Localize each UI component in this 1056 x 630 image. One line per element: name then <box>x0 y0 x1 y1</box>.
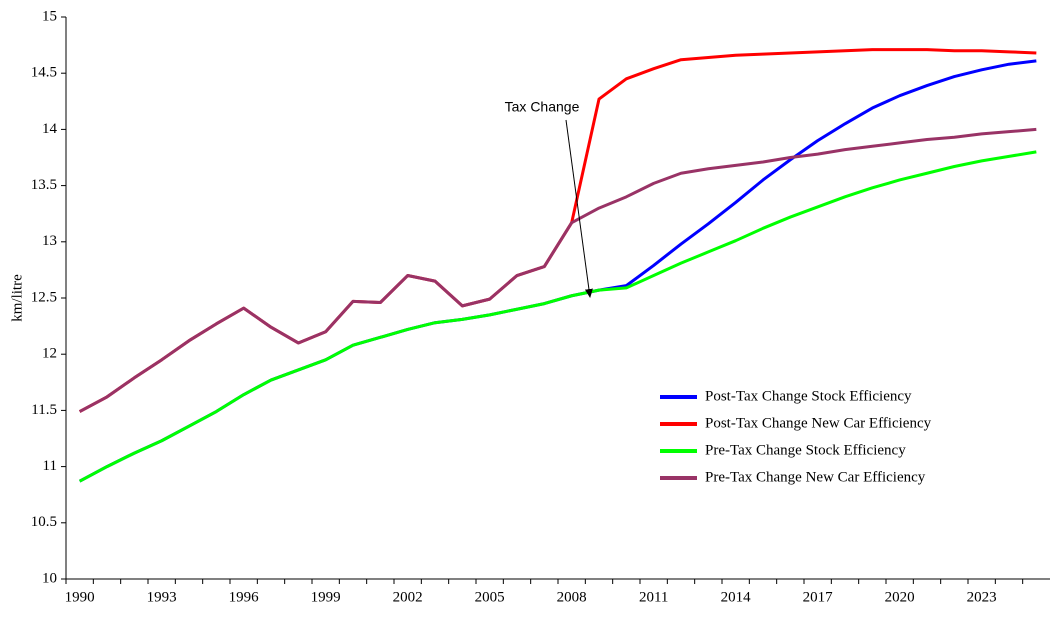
x-tick-label: 2020 <box>885 589 915 605</box>
legend-label: Post-Tax Change New Car Efficiency <box>705 415 932 431</box>
x-tick-label: 1990 <box>65 589 95 605</box>
x-tick-label: 2002 <box>393 589 423 605</box>
legend-label: Post-Tax Change Stock Efficiency <box>705 388 912 404</box>
y-tick-label: 13 <box>42 233 57 249</box>
y-tick-label: 10.5 <box>31 514 57 530</box>
x-tick-label: 2008 <box>557 589 587 605</box>
y-tick-label: 12 <box>42 346 57 362</box>
x-tick-label: 2023 <box>967 589 997 605</box>
y-tick-label: 12.5 <box>31 289 57 305</box>
legend-label: Pre-Tax Change Stock Efficiency <box>705 442 906 458</box>
x-tick-label: 1996 <box>229 589 260 605</box>
y-tick-label: 11 <box>43 458 57 474</box>
x-tick-label: 1999 <box>311 589 341 605</box>
annotation-arrow <box>565 119 593 298</box>
x-tick-label: 2017 <box>803 589 834 605</box>
plot-lines <box>78 48 1037 483</box>
y-tick-label: 15 <box>42 8 57 24</box>
y-tick-label: 10 <box>42 570 57 586</box>
series-line <box>78 127 1037 413</box>
annotation: Tax Change <box>505 99 580 115</box>
legend-label: Pre-Tax Change New Car Efficiency <box>705 469 926 485</box>
y-axis-label: km/litre <box>9 274 25 322</box>
y-tick-label: 14.5 <box>31 65 57 81</box>
series-line <box>78 150 1037 483</box>
y-tick-label: 13.5 <box>31 177 57 193</box>
x-tick-label: 1993 <box>147 589 177 605</box>
x-tick-label: 2011 <box>639 589 668 605</box>
x-tick-label: 2005 <box>475 589 505 605</box>
y-tick-label: 14 <box>42 121 58 137</box>
y-tick-label: 11.5 <box>31 402 57 418</box>
x-tick-label: 2014 <box>721 589 752 605</box>
